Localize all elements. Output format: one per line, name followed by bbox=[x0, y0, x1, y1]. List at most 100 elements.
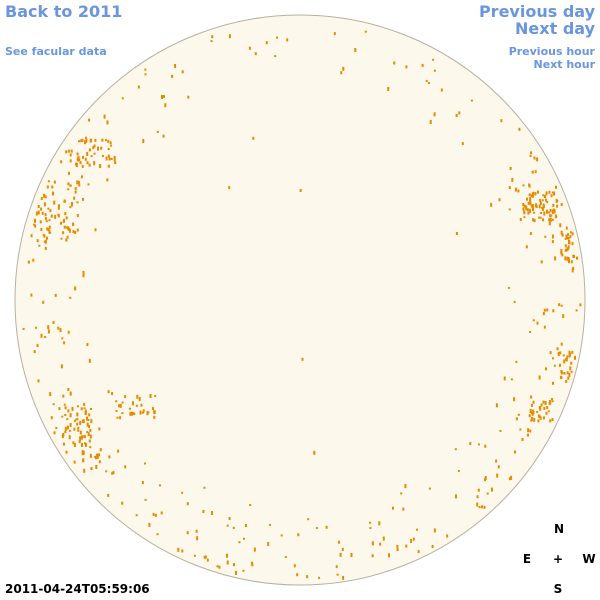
facula bbox=[364, 30, 367, 33]
timestamp: 2011-04-24T05:59:06 bbox=[5, 582, 150, 596]
facula bbox=[82, 274, 85, 278]
facula bbox=[43, 240, 46, 243]
facula bbox=[529, 429, 532, 433]
facula bbox=[546, 308, 549, 312]
facula bbox=[538, 216, 541, 219]
facula bbox=[96, 453, 98, 458]
facula bbox=[551, 400, 554, 403]
facula bbox=[58, 204, 60, 208]
facula bbox=[564, 244, 567, 248]
facula bbox=[396, 548, 399, 551]
facula bbox=[510, 475, 513, 480]
facula bbox=[46, 236, 48, 240]
facula bbox=[387, 87, 390, 91]
facula bbox=[560, 249, 563, 253]
facula bbox=[203, 486, 206, 489]
facula bbox=[111, 471, 114, 475]
facula bbox=[67, 409, 70, 413]
facula bbox=[559, 223, 562, 228]
facula bbox=[412, 537, 415, 541]
facula bbox=[63, 442, 65, 446]
facula bbox=[519, 428, 522, 431]
facula bbox=[210, 40, 213, 43]
facula bbox=[307, 518, 310, 521]
facula bbox=[65, 216, 68, 220]
facula bbox=[552, 357, 554, 360]
facula bbox=[89, 428, 92, 432]
facula bbox=[538, 414, 540, 418]
facula bbox=[545, 411, 548, 415]
facula bbox=[71, 202, 73, 207]
facula bbox=[559, 375, 562, 379]
facula bbox=[118, 404, 120, 408]
facula bbox=[83, 468, 86, 473]
facula bbox=[95, 465, 98, 469]
facula bbox=[90, 139, 93, 143]
facula bbox=[153, 415, 156, 419]
facula bbox=[71, 406, 74, 411]
facula bbox=[529, 199, 532, 202]
facula bbox=[53, 180, 56, 184]
facula bbox=[566, 247, 569, 252]
facula bbox=[559, 363, 561, 367]
facula bbox=[69, 413, 72, 418]
back-link[interactable]: Back to 2011 bbox=[5, 2, 123, 21]
facula bbox=[306, 575, 309, 579]
facula bbox=[549, 214, 552, 218]
facula bbox=[416, 528, 418, 531]
facula bbox=[57, 213, 60, 216]
facula bbox=[129, 407, 131, 410]
facula bbox=[81, 451, 84, 456]
facula bbox=[63, 341, 66, 345]
next-hour-link[interactable]: Next hour bbox=[533, 58, 596, 71]
facula bbox=[65, 226, 68, 229]
facula bbox=[564, 256, 567, 261]
previous-day-link[interactable]: Previous day bbox=[478, 2, 595, 21]
facula bbox=[335, 565, 338, 569]
facula bbox=[549, 351, 552, 355]
facula bbox=[153, 410, 156, 415]
facula bbox=[284, 556, 287, 558]
facula bbox=[164, 103, 167, 108]
facula bbox=[30, 293, 33, 297]
facula bbox=[85, 138, 88, 143]
facula bbox=[68, 227, 70, 231]
facular-link[interactable]: See facular data bbox=[5, 45, 107, 58]
facula bbox=[60, 221, 62, 225]
facula bbox=[519, 218, 522, 221]
facula bbox=[44, 336, 47, 339]
previous-hour-link[interactable]: Previous hour bbox=[508, 45, 595, 58]
facula bbox=[432, 58, 435, 61]
facula bbox=[203, 555, 206, 559]
facula bbox=[280, 534, 283, 537]
facula bbox=[476, 502, 479, 507]
facula bbox=[53, 200, 56, 205]
facula bbox=[93, 161, 96, 166]
next-day-link[interactable]: Next day bbox=[515, 19, 595, 38]
facula bbox=[251, 561, 253, 565]
facula bbox=[529, 409, 532, 413]
facula bbox=[81, 138, 84, 142]
facula bbox=[77, 426, 80, 430]
facula bbox=[517, 189, 520, 193]
facula bbox=[38, 244, 41, 247]
facula bbox=[67, 330, 70, 334]
facula bbox=[103, 114, 106, 119]
facula bbox=[371, 541, 374, 546]
facula bbox=[253, 547, 256, 552]
facula bbox=[526, 208, 529, 212]
facula bbox=[333, 32, 336, 36]
facula bbox=[76, 228, 79, 232]
facula bbox=[181, 549, 184, 553]
facula bbox=[533, 417, 536, 422]
facula bbox=[525, 245, 528, 249]
facula bbox=[177, 547, 180, 552]
facula bbox=[121, 501, 124, 505]
facula bbox=[48, 219, 51, 222]
facula bbox=[37, 205, 40, 208]
facula bbox=[532, 411, 535, 415]
facula bbox=[571, 232, 574, 236]
facula bbox=[90, 155, 93, 157]
facula bbox=[508, 186, 511, 190]
